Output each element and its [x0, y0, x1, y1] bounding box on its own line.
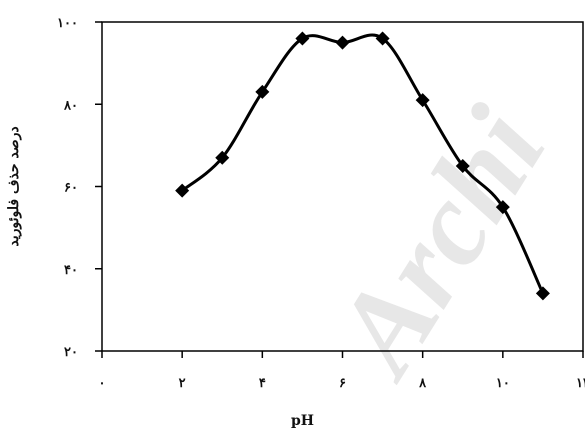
y-tick-label: ۶۰ — [64, 181, 78, 196]
y-axis-title: درصد حذف فلوئورید — [6, 126, 22, 246]
y-axis: ۲۰ ۴۰ ۶۰ ۸۰ ۱۰۰ — [57, 16, 102, 360]
x-axis: ۰ ۲ ۴ ۶ ۸ ۱۰ ۱۲ — [99, 351, 585, 391]
data-point-marker — [495, 200, 510, 215]
data-point-marker — [455, 158, 470, 173]
x-tick-label: ۲ — [179, 376, 186, 391]
data-point-marker — [375, 31, 390, 46]
watermark: Archi — [306, 86, 571, 400]
data-point-marker — [335, 35, 350, 50]
data-point-marker — [295, 31, 310, 46]
x-tick-label: ۱۰ — [496, 376, 510, 391]
data-point-marker — [415, 93, 430, 108]
y-tick-label: ۸۰ — [63, 98, 78, 113]
data-point-marker — [175, 183, 190, 198]
x-tick-label: ۴ — [259, 376, 266, 391]
x-tick-label: ۰ — [99, 376, 106, 391]
y-tick-label: ۱۰۰ — [57, 16, 78, 31]
data-point-marker — [255, 84, 270, 99]
x-tick-label: ۱۲ — [576, 376, 585, 391]
series-line — [181, 33, 545, 295]
x-tick-label: ۶ — [339, 376, 346, 391]
y-tick-label: ۴۰ — [64, 263, 78, 278]
series-layer — [175, 31, 550, 301]
x-tick-label: ۸ — [418, 376, 427, 391]
y-tick-label: ۲۰ — [64, 345, 78, 360]
x-axis-title: pH — [291, 413, 314, 429]
data-point-marker — [215, 150, 230, 165]
data-point-marker — [535, 286, 550, 301]
